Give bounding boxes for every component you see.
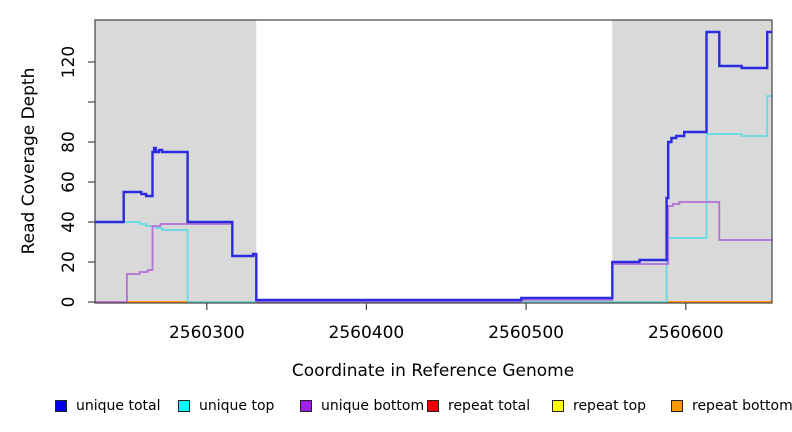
legend-label: unique top	[199, 398, 275, 414]
series-line-unique-total	[95, 30, 772, 302]
x-tick-label: 2560500	[488, 323, 564, 343]
chart-legend: unique total unique top unique bottom repea…	[0, 395, 792, 421]
legend-item-repeat-top: repeat top	[552, 395, 646, 417]
legend-label: unique total	[76, 398, 161, 414]
legend-item-unique-top: unique top	[178, 395, 274, 417]
legend-label: unique bottom	[321, 398, 425, 414]
legend-swatch-icon	[552, 400, 564, 412]
y-tick-label: 20	[59, 251, 79, 273]
legend-swatch-icon	[427, 400, 439, 412]
y-tick-label: 80	[59, 131, 79, 153]
shaded-region	[612, 20, 772, 303]
legend-label: repeat total	[448, 398, 531, 414]
legend-swatch-icon	[178, 400, 190, 412]
y-tick-label: 120	[59, 46, 79, 78]
legend-label: repeat top	[573, 398, 647, 414]
legend-item-repeat-total: repeat total	[427, 395, 530, 417]
y-tick-label: 40	[59, 211, 79, 233]
legend-swatch-icon	[55, 400, 67, 412]
y-axis-title: Read Coverage Depth	[19, 68, 39, 255]
shaded-region	[95, 20, 257, 303]
y-tick-label: 60	[59, 171, 79, 193]
y-tick-label: 0	[59, 297, 79, 308]
legend-swatch-icon	[300, 400, 312, 412]
plot-border	[94, 19, 773, 304]
legend-swatch-icon	[671, 400, 683, 412]
x-tick-label: 2560400	[329, 323, 405, 343]
series-line-unique-top	[95, 95, 772, 303]
x-tick-label: 2560600	[648, 323, 724, 343]
legend-item-repeat-bottom: repeat bottom	[671, 395, 792, 417]
legend-item-unique-total: unique total	[55, 395, 160, 417]
x-tick-label: 2560300	[169, 323, 245, 343]
chart-layer: 2560300 2560400 2560500 2560600 0 20 40 60 80 120	[59, 19, 773, 343]
legend-item-unique-bottom: unique bottom	[300, 395, 424, 417]
x-axis-title: Coordinate in Reference Genome	[292, 361, 574, 381]
legend-label: repeat bottom	[692, 398, 792, 414]
